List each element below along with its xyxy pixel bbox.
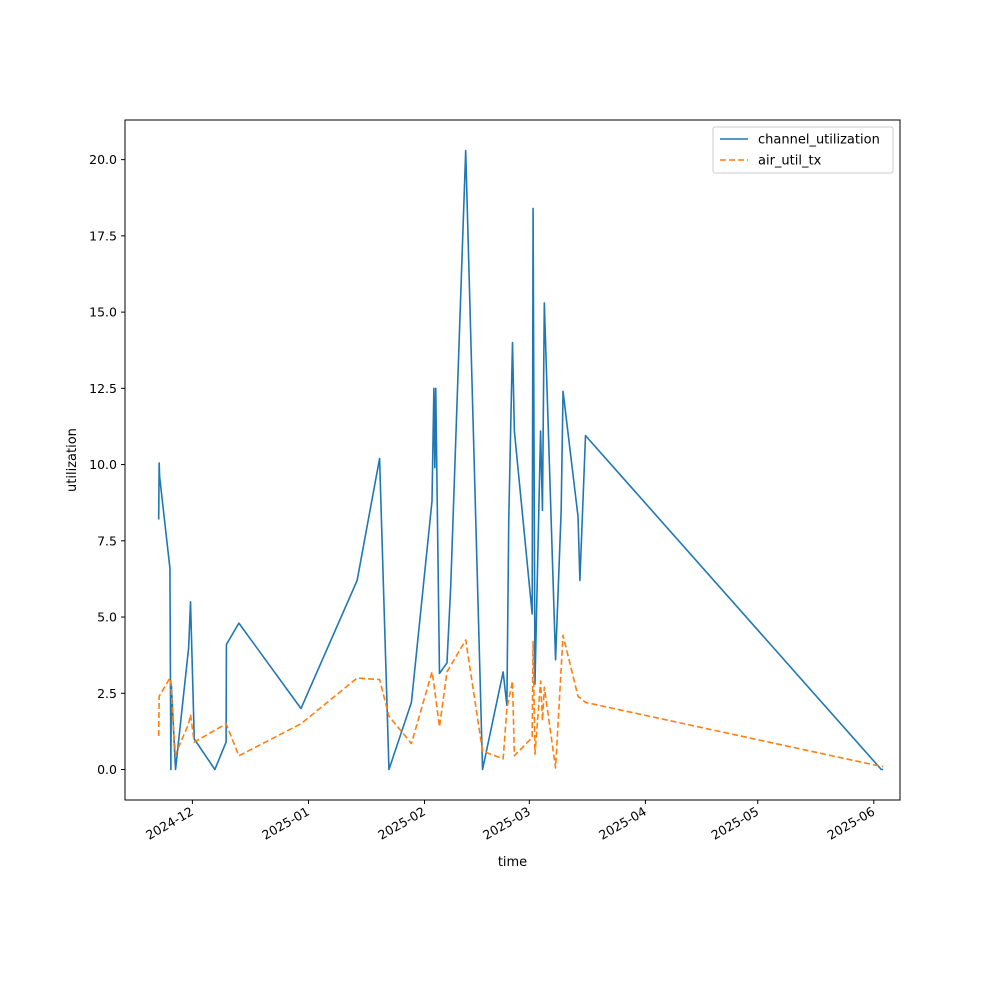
x-axis-ticks: 2024-12 2025-01 2025-02 2025-03 2025-04 2025-… [143, 800, 877, 843]
x-tick-label: 2025-06 [825, 804, 878, 843]
x-tick-label: 2025-02 [375, 804, 428, 843]
y-tick-label: 20.0 [89, 152, 117, 167]
y-tick-label: 2.5 [97, 686, 117, 701]
y-axis-label: utilization [65, 428, 80, 492]
legend: channel_utilization air_util_tx [712, 126, 894, 174]
x-tick-label: 2025-04 [596, 804, 649, 843]
y-tick-label: 7.5 [97, 533, 117, 548]
y-tick-label: 10.0 [89, 457, 117, 472]
y-tick-label: 5.0 [97, 610, 117, 625]
y-tick-label: 15.0 [89, 305, 117, 320]
x-tick-label: 2025-03 [480, 804, 533, 843]
x-axis-label: time [498, 855, 527, 870]
x-tick-label: 2024-12 [143, 804, 196, 843]
y-tick-label: 17.5 [89, 228, 117, 243]
legend-label-air-util-tx: air_util_tx [758, 154, 822, 169]
legend-label-channel-utilization: channel_utilization [758, 133, 880, 148]
x-tick-label: 2025-05 [708, 804, 761, 843]
series-layer [157, 149, 884, 771]
x-tick-label: 2025-01 [259, 804, 312, 843]
plot-frame [124, 119, 901, 801]
y-axis-ticks: 0.0 2.5 5.0 7.5 10.0 12.5 15.0 17.5 20.0 [89, 152, 125, 777]
y-tick-label: 12.5 [89, 381, 117, 396]
legend-box [712, 126, 894, 174]
series-line-channel-utilization [157, 149, 884, 771]
series-line-air-util-tx [157, 634, 884, 769]
y-tick-label: 0.0 [97, 762, 117, 777]
